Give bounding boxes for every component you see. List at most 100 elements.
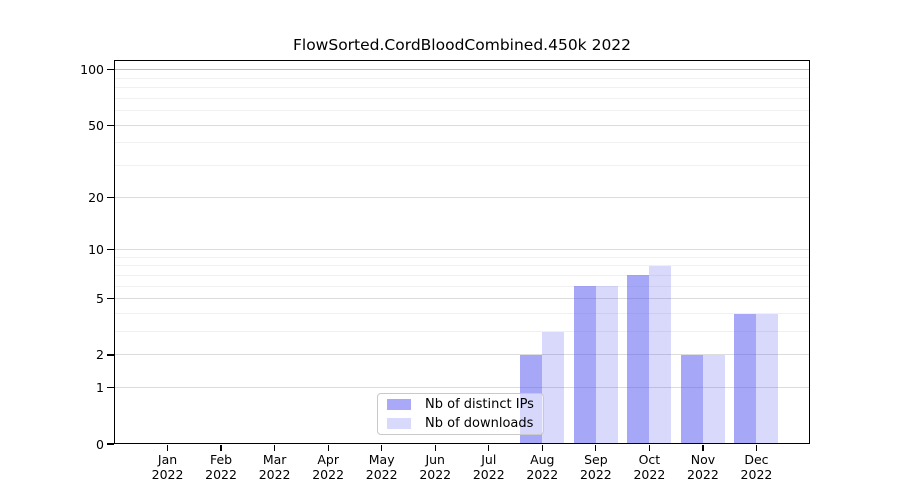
x-label-year: 2022 bbox=[579, 467, 612, 482]
legend-swatch-downloads bbox=[387, 418, 411, 429]
gridline-major-5 bbox=[114, 298, 810, 300]
y-tick-label-100: 100 bbox=[80, 62, 104, 78]
bar-downloads-sep bbox=[595, 286, 618, 444]
y-tick-label-0: 0 bbox=[96, 436, 104, 452]
legend-swatch-distinct-ips bbox=[387, 399, 411, 410]
gridline-minor-8 bbox=[114, 265, 810, 267]
x-label-month: Sep bbox=[584, 452, 608, 467]
legend: Nb of distinct IPs Nb of downloads bbox=[377, 393, 544, 435]
y-tick-label-50: 50 bbox=[88, 117, 104, 133]
x-tick-label-jun: Jun 2022 bbox=[395, 452, 475, 482]
bars-layer bbox=[114, 60, 810, 444]
y-tick-50 bbox=[107, 124, 114, 126]
gridline-minor-9 bbox=[114, 256, 810, 258]
x-label-month: Nov bbox=[690, 452, 716, 467]
plot-area: Nb of distinct IPs Nb of downloads bbox=[114, 60, 810, 444]
y-tick-1 bbox=[107, 387, 114, 389]
x-tick-mar bbox=[273, 444, 276, 451]
x-tick-label-mar: Mar 2022 bbox=[235, 452, 315, 482]
x-label-month: Dec bbox=[744, 452, 769, 467]
x-tick-label-apr: Apr 2022 bbox=[288, 452, 368, 482]
gridline-minor-80 bbox=[114, 87, 810, 89]
gridline-minor-7 bbox=[114, 274, 810, 276]
x-label-month: Jan bbox=[157, 452, 178, 467]
y-tick-5 bbox=[107, 298, 114, 300]
x-label-month: Jun bbox=[425, 452, 445, 467]
gridline-major-20 bbox=[114, 196, 810, 198]
x-tick-feb bbox=[220, 444, 222, 451]
x-label-year: 2022 bbox=[205, 467, 237, 482]
x-tick-oct bbox=[648, 444, 651, 451]
x-tick-label-feb: Feb 2022 bbox=[181, 452, 261, 482]
x-tick-may bbox=[381, 444, 383, 451]
x-label-month: Mar bbox=[262, 452, 287, 467]
x-tick-sep bbox=[595, 444, 597, 451]
y-tick-20 bbox=[107, 196, 114, 198]
bar-downloads-aug bbox=[542, 331, 565, 444]
bar-distinct-ips-oct bbox=[627, 275, 650, 444]
gridline-minor-70 bbox=[114, 97, 810, 99]
x-label-year: 2022 bbox=[365, 467, 398, 482]
x-label-year: 2022 bbox=[258, 467, 291, 482]
x-tick-label-aug: Aug 2022 bbox=[502, 452, 582, 482]
gridline-major-50 bbox=[114, 124, 810, 126]
x-label-month: Feb bbox=[209, 452, 233, 467]
bar-downloads-oct bbox=[649, 265, 672, 444]
x-tick-dec bbox=[755, 444, 758, 451]
x-tick-label-nov: Nov 2022 bbox=[663, 452, 743, 482]
x-tick-label-sep: Sep 2022 bbox=[556, 452, 636, 482]
bar-downloads-nov bbox=[702, 354, 725, 444]
x-label-year: 2022 bbox=[687, 467, 719, 482]
x-tick-label-jul: Jul 2022 bbox=[449, 452, 529, 482]
grid-layer bbox=[114, 60, 810, 444]
bar-downloads-dec bbox=[756, 313, 779, 444]
x-label-year: 2022 bbox=[472, 467, 505, 482]
legend-item-downloads: Nb of downloads bbox=[378, 414, 543, 433]
gridline-minor-60 bbox=[114, 110, 810, 112]
x-label-month: Oct bbox=[638, 452, 661, 467]
x-tick-label-may: May 2022 bbox=[342, 452, 422, 482]
bar-distinct-ips-nov bbox=[680, 354, 703, 444]
y-tick-label-20: 20 bbox=[88, 189, 104, 205]
chart-title: FlowSorted.CordBloodCombined.450k 2022 bbox=[292, 36, 632, 54]
x-label-year: 2022 bbox=[312, 467, 345, 482]
bar-distinct-ips-sep bbox=[573, 286, 596, 444]
x-label-year: 2022 bbox=[526, 467, 559, 482]
x-label-month: Jul bbox=[481, 452, 497, 467]
x-label-year: 2022 bbox=[633, 467, 666, 482]
x-label-month: May bbox=[368, 452, 395, 467]
legend-label-downloads: Nb of downloads bbox=[425, 416, 534, 431]
x-tick-nov bbox=[702, 444, 704, 451]
x-tick-jan bbox=[166, 444, 169, 451]
legend-label-distinct-ips: Nb of distinct IPs bbox=[425, 397, 534, 412]
y-tick-2 bbox=[107, 354, 114, 356]
x-tick-label-dec: Dec 2022 bbox=[716, 452, 796, 482]
gridline-minor-30 bbox=[114, 165, 810, 167]
x-label-month: Apr bbox=[317, 452, 339, 467]
x-tick-apr bbox=[327, 444, 329, 451]
gridline-minor-90 bbox=[114, 77, 810, 79]
y-tick-10 bbox=[107, 248, 114, 251]
x-tick-label-jan: Jan 2022 bbox=[128, 452, 208, 482]
bar-distinct-ips-dec bbox=[734, 313, 757, 444]
y-tick-label-5: 5 bbox=[96, 291, 104, 307]
gridline-minor-4 bbox=[114, 313, 810, 315]
x-label-year: 2022 bbox=[419, 467, 452, 482]
x-label-year: 2022 bbox=[740, 467, 773, 482]
gridline-major-2 bbox=[114, 354, 810, 356]
x-label-month: Aug bbox=[530, 452, 555, 467]
y-tick-label-1: 1 bbox=[96, 380, 104, 396]
y-tick-label-2: 2 bbox=[96, 347, 104, 363]
x-tick-label-oct: Oct 2022 bbox=[609, 452, 689, 482]
x-label-year: 2022 bbox=[151, 467, 184, 482]
gridline-major-1 bbox=[114, 387, 810, 389]
y-tick-100 bbox=[107, 69, 114, 71]
x-tick-aug bbox=[541, 444, 543, 451]
gridline-major-100 bbox=[114, 69, 810, 71]
y-tick-label-10: 10 bbox=[88, 242, 104, 258]
y-tick-0 bbox=[107, 443, 114, 445]
gridline-minor-6 bbox=[114, 285, 810, 287]
gridline-major-10 bbox=[114, 249, 810, 251]
gridline-minor-40 bbox=[114, 142, 810, 144]
